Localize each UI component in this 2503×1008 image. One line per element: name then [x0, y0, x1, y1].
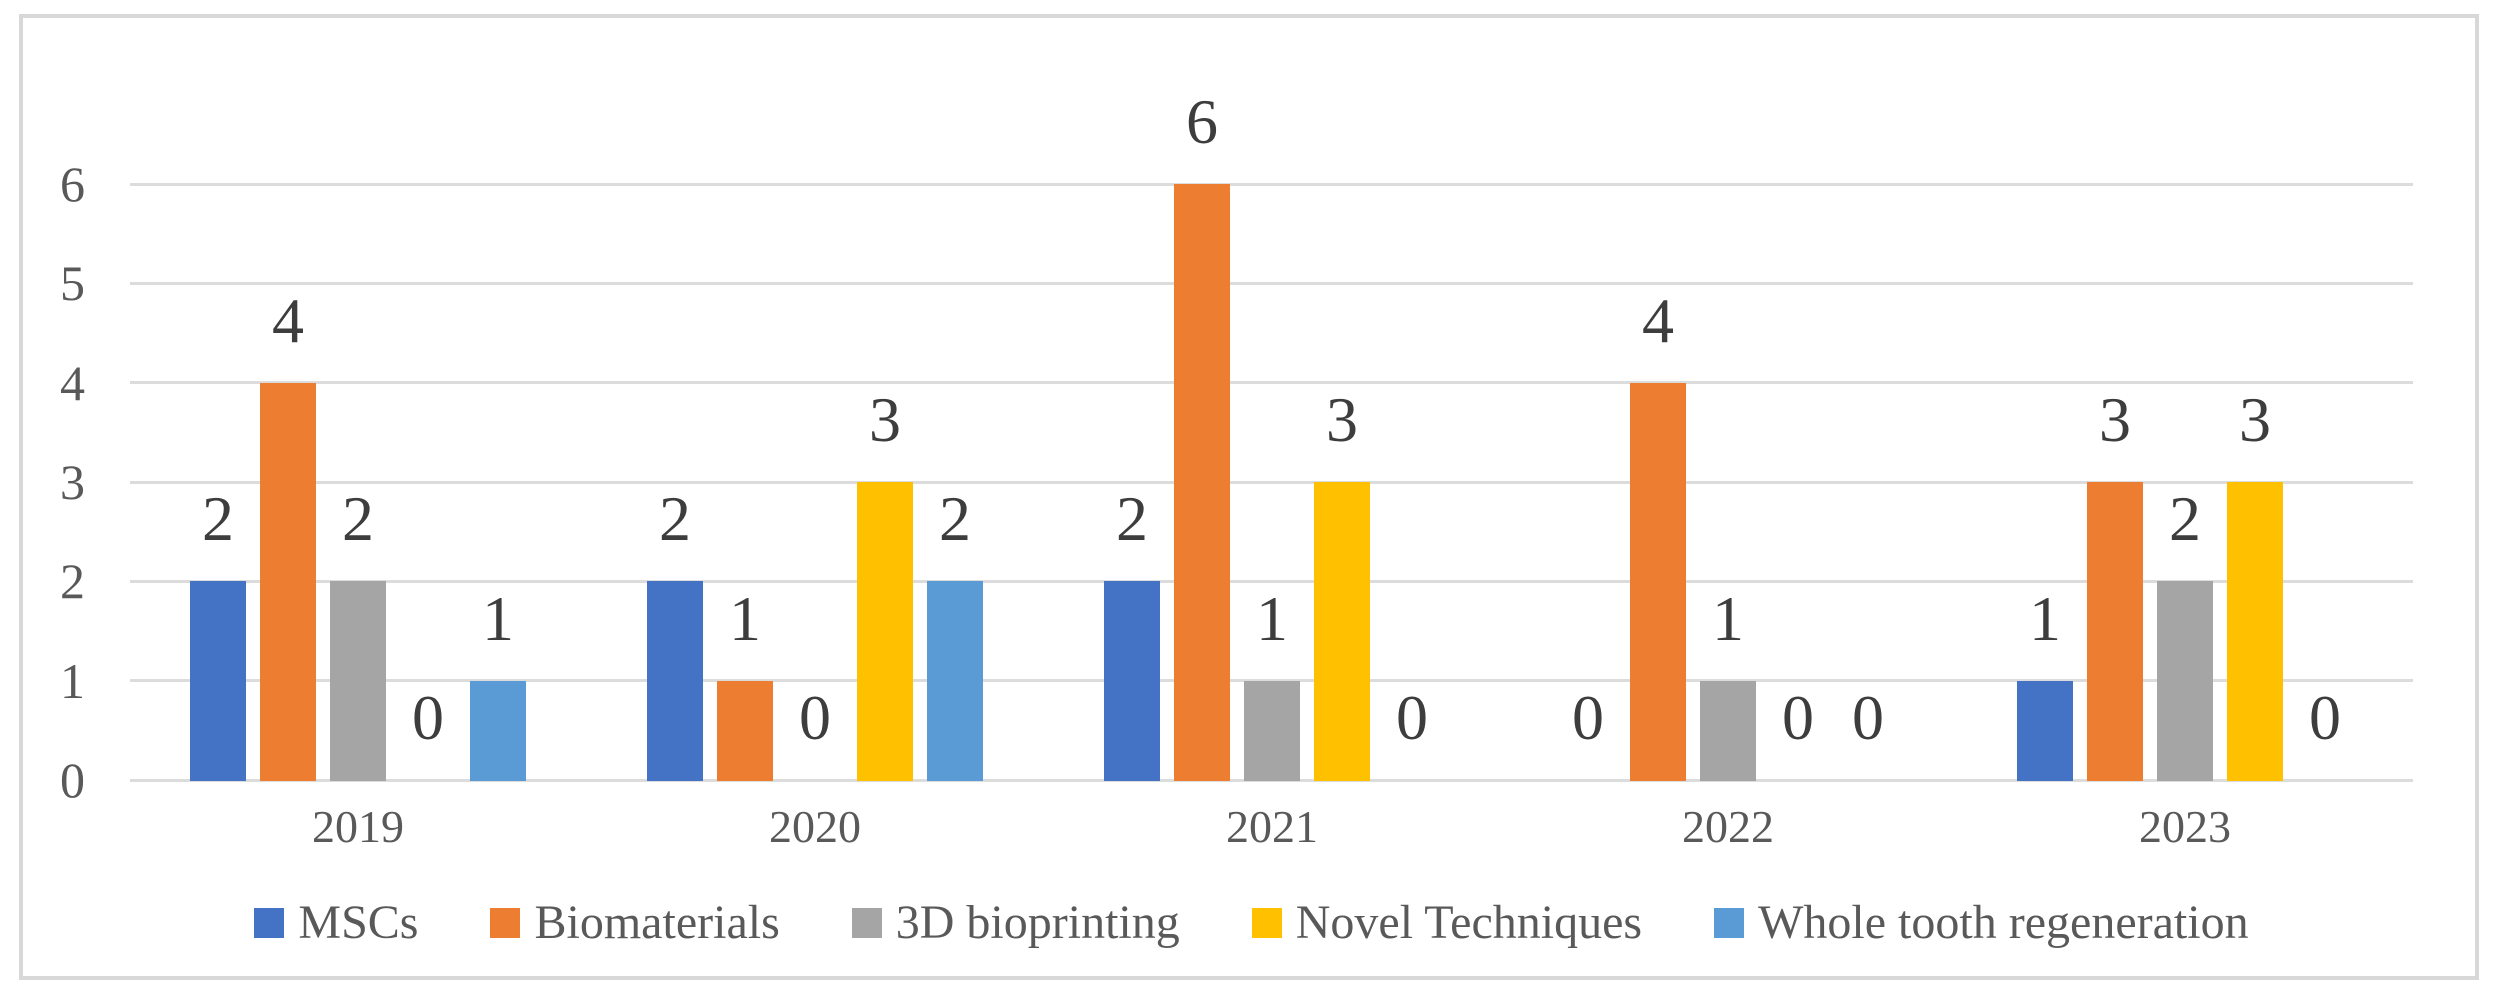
bar-3d-bioprinting-2019	[330, 581, 386, 781]
y-tick-label-4: 4	[60, 355, 85, 411]
gridline-1	[130, 679, 2413, 682]
gridline-5	[130, 282, 2413, 285]
legend-item-biomaterials: Biomaterials	[490, 896, 780, 949]
data-label-3d-bioprinting-2019: 2	[342, 483, 374, 554]
bar-mscs-2019	[190, 581, 246, 781]
legend-swatch-icon	[851, 908, 882, 938]
bar-novel-techniques-2020	[857, 482, 913, 781]
legend-item-novel-techniques: Novel Techniques	[1251, 896, 1643, 949]
data-label-biomaterials-2022: 4	[1642, 285, 1674, 356]
data-label-biomaterials-2021: 6	[1186, 86, 1218, 157]
data-label-novel-techniques-2022: 0	[1782, 682, 1814, 753]
legend-item-whole-tooth-regeneration: Whole tooth regeneration	[1714, 896, 2249, 949]
chart-legend: MSCs Biomaterials 3D bioprinting Novel Tech…	[0, 893, 2503, 953]
legend-label: Biomaterials	[534, 896, 780, 949]
legend-label: 3D bioprinting	[895, 896, 1180, 949]
y-tick-label-0: 0	[60, 752, 85, 808]
data-label-3d-bioprinting-2020: 0	[799, 682, 831, 753]
legend-label: Whole tooth regeneration	[1758, 896, 2249, 949]
data-label-mscs-2020: 2	[659, 483, 691, 554]
x-category-label-2021: 2021	[1226, 801, 1318, 852]
bar-3d-bioprinting-2022	[1700, 681, 1756, 781]
bar-whole-tooth-regeneration-2019	[470, 681, 526, 781]
y-tick-label-1: 1	[60, 653, 85, 709]
data-label-novel-techniques-2023: 3	[2239, 384, 2271, 455]
data-label-whole-tooth-regeneration-2020: 2	[939, 483, 971, 554]
gridline-6	[130, 183, 2413, 186]
bar-biomaterials-2023	[2087, 482, 2143, 781]
gridline-2	[130, 580, 2413, 583]
y-tick-label-5: 5	[60, 255, 85, 311]
data-label-mscs-2023: 1	[2029, 583, 2061, 654]
data-label-biomaterials-2020: 1	[729, 583, 761, 654]
x-category-label-2020: 2020	[769, 801, 861, 852]
data-label-3d-bioprinting-2023: 2	[2169, 483, 2201, 554]
legend-swatch-icon	[490, 908, 521, 938]
data-label-whole-tooth-regeneration-2021: 0	[1396, 682, 1428, 753]
legend-swatch-icon	[1251, 908, 1282, 938]
x-category-label-2022: 2022	[1682, 801, 1774, 852]
bar-3d-bioprinting-2021	[1244, 681, 1300, 781]
data-label-novel-techniques-2019: 0	[412, 682, 444, 753]
legend-item-3d-bioprinting: 3D bioprinting	[851, 896, 1180, 949]
data-label-mscs-2022: 0	[1572, 682, 1604, 753]
y-tick-label-6: 6	[60, 156, 85, 212]
data-label-whole-tooth-regeneration-2022: 0	[1852, 682, 1884, 753]
data-label-novel-techniques-2020: 3	[869, 384, 901, 455]
data-label-biomaterials-2023: 3	[2099, 384, 2131, 455]
legend-item-mscs: MSCs	[254, 899, 418, 947]
legend-swatch-icon	[254, 908, 285, 938]
legend-swatch-icon	[1714, 908, 1745, 938]
data-label-whole-tooth-regeneration-2023: 0	[2309, 682, 2341, 753]
data-label-novel-techniques-2021: 3	[1326, 384, 1358, 455]
legend-label: Novel Techniques	[1295, 896, 1643, 949]
bar-mscs-2023	[2017, 681, 2073, 781]
bar-biomaterials-2019	[260, 383, 316, 781]
data-label-biomaterials-2019: 4	[272, 285, 304, 356]
bar-mscs-2021	[1104, 581, 1160, 781]
bar-3d-bioprinting-2023	[2157, 581, 2213, 781]
legend-label: MSCs	[298, 896, 419, 949]
data-label-mscs-2021: 2	[1116, 483, 1148, 554]
data-label-whole-tooth-regeneration-2019: 1	[482, 583, 514, 654]
bar-novel-techniques-2021	[1314, 482, 1370, 781]
x-category-label-2023: 2023	[2139, 801, 2231, 852]
gridline-4	[130, 381, 2413, 384]
bar-novel-techniques-2023	[2227, 482, 2283, 781]
x-category-label-2019: 2019	[312, 801, 404, 852]
chart-border-frame	[19, 14, 2479, 980]
data-label-3d-bioprinting-2021: 1	[1256, 583, 1288, 654]
bar-biomaterials-2022	[1630, 383, 1686, 781]
data-label-3d-bioprinting-2022: 1	[1712, 583, 1744, 654]
bar-mscs-2020	[647, 581, 703, 781]
y-tick-label-3: 3	[60, 454, 85, 510]
data-label-mscs-2019: 2	[202, 483, 234, 554]
y-tick-label-2: 2	[60, 553, 85, 609]
bar-biomaterials-2020	[717, 681, 773, 781]
bar-biomaterials-2021	[1174, 184, 1230, 781]
gridline-3	[130, 481, 2413, 484]
bar-whole-tooth-regeneration-2020	[927, 581, 983, 781]
